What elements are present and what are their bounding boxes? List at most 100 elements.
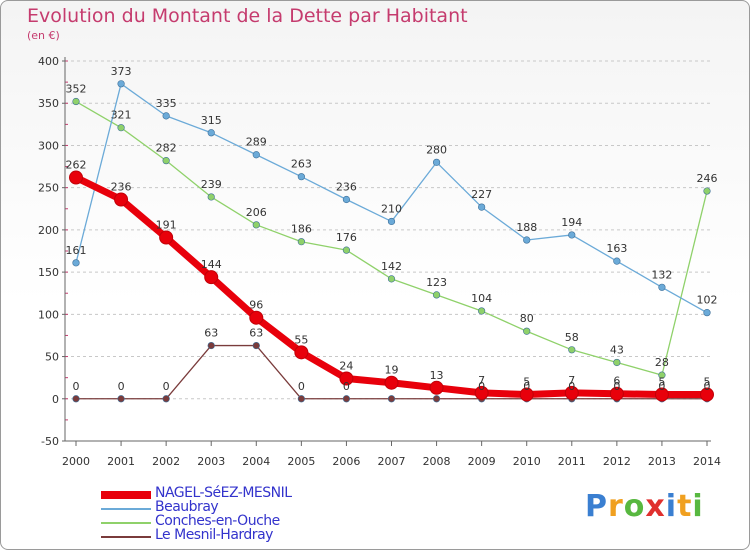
data-point [474, 385, 489, 400]
data-label: 7 [568, 374, 575, 387]
data-label: 144 [201, 258, 222, 271]
data-point [523, 236, 531, 244]
data-label: 58 [565, 331, 579, 344]
y-tick-label: 250 [38, 182, 59, 195]
y-tick-label: 50 [45, 351, 59, 364]
data-point [387, 217, 396, 226]
data-label: 236 [111, 180, 132, 193]
data-label: 19 [385, 364, 399, 377]
x-tick-label: 2004 [242, 455, 270, 468]
data-point [342, 195, 351, 204]
data-point [342, 395, 351, 403]
x-tick-label: 2012 [603, 455, 631, 468]
y-tick-label: 400 [38, 55, 59, 68]
y-tick-label: 100 [38, 308, 59, 321]
y-tick-label: -50 [41, 435, 59, 448]
legend-swatch [101, 536, 151, 538]
data-label: 43 [610, 343, 624, 356]
data-point [162, 157, 170, 165]
logo-letter: P [585, 489, 608, 524]
data-label: 373 [111, 65, 132, 78]
data-point [72, 97, 80, 106]
data-point [204, 270, 219, 285]
data-label: 142 [381, 260, 402, 273]
logo-letter: x [645, 489, 666, 524]
data-point [703, 309, 711, 317]
data-label: 335 [156, 97, 177, 110]
data-label: 191 [156, 218, 177, 231]
x-tick-label: 2010 [513, 455, 541, 468]
data-label: 96 [249, 299, 263, 312]
data-label: 262 [66, 159, 87, 172]
data-point [703, 187, 711, 195]
data-point [252, 341, 260, 350]
data-point [117, 124, 125, 132]
data-point [297, 395, 305, 403]
data-label: 102 [697, 294, 718, 307]
data-label: 0 [163, 380, 170, 393]
data-point [432, 158, 441, 166]
x-tick-label: 2014 [693, 455, 721, 468]
data-point [609, 386, 624, 401]
data-label: 0 [298, 380, 305, 393]
data-label: 0 [478, 380, 485, 393]
data-point [207, 193, 215, 201]
data-label: 0 [73, 380, 80, 393]
data-label: 161 [66, 244, 87, 257]
data-label: 246 [697, 172, 718, 185]
data-point [478, 307, 486, 315]
legend-label: Conches-en-Ouche [155, 513, 280, 529]
data-point [162, 112, 170, 120]
data-point [700, 387, 714, 402]
data-label: 188 [516, 221, 537, 234]
data-point [654, 387, 669, 402]
y-tick-label: 150 [38, 266, 59, 279]
data-label: 5 [523, 376, 530, 389]
data-label: 104 [471, 292, 492, 305]
data-point [249, 310, 264, 325]
data-label: 63 [204, 327, 218, 340]
data-point [72, 395, 80, 403]
x-tick-label: 2000 [62, 455, 90, 468]
data-label: 280 [426, 143, 447, 156]
data-label: 263 [291, 158, 312, 171]
data-label: 315 [201, 114, 222, 127]
data-label: 0 [658, 380, 665, 393]
data-label: 239 [201, 178, 222, 191]
data-point [658, 371, 666, 379]
data-point [568, 346, 576, 354]
data-point [114, 192, 129, 207]
data-label: 236 [336, 180, 357, 193]
data-point [432, 395, 441, 403]
data-label: 163 [606, 242, 627, 255]
data-point [429, 380, 444, 395]
data-point [252, 151, 260, 159]
data-label: 289 [246, 136, 267, 149]
data-label: 206 [246, 206, 267, 219]
x-tick-label: 2011 [558, 455, 586, 468]
data-point [69, 170, 83, 185]
chart-subtitle: (en €) [27, 29, 60, 42]
data-label: 194 [561, 216, 582, 229]
legend-label: Le Mesnil-Hardray [155, 527, 273, 543]
y-tick-label: 350 [38, 97, 59, 110]
x-tick-label: 2002 [152, 455, 180, 468]
data-label: 0 [523, 380, 530, 393]
x-tick-label: 2009 [468, 455, 496, 468]
data-point [342, 246, 351, 254]
logo-letter: o [623, 489, 646, 524]
data-label: 132 [651, 268, 672, 281]
proxiti-logo: Proxiti [585, 489, 704, 524]
data-point [294, 345, 309, 360]
data-label: 0 [568, 380, 575, 393]
x-tick-label: 2008 [423, 455, 451, 468]
data-point [207, 341, 215, 350]
data-point [117, 80, 125, 88]
data-point [432, 291, 441, 299]
legend-swatch [101, 508, 151, 510]
data-point [72, 259, 80, 267]
data-label: 186 [291, 223, 312, 236]
data-label: 7 [478, 374, 485, 387]
data-label: 63 [249, 327, 263, 340]
